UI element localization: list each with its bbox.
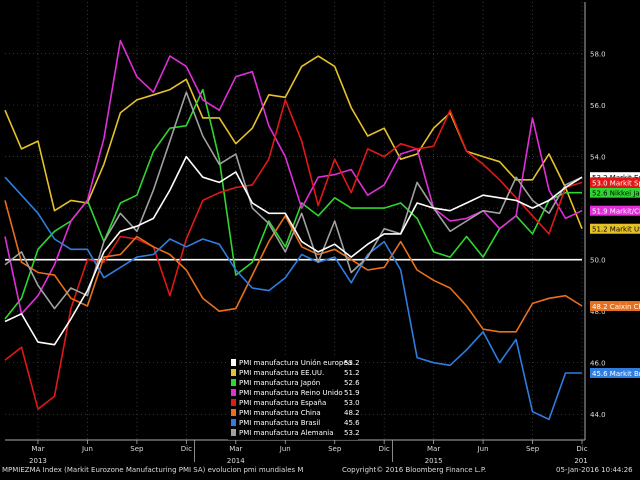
end-tag-badge: [590, 301, 640, 312]
end-tag-badge: [590, 187, 640, 198]
legend-series-value: 51.9: [344, 389, 360, 397]
y-tick-label: 50.0: [590, 257, 606, 265]
x-tick-label: Jun: [81, 445, 93, 453]
x-tick-label: Dic: [576, 445, 587, 453]
y-tick-label: 48.0: [590, 308, 606, 316]
legend-swatch: [231, 359, 236, 366]
legend-background: [228, 356, 358, 440]
legend-series-value: 53.2: [344, 429, 360, 437]
end-tag-badge: [590, 177, 640, 188]
legend-series-value: 53.2: [344, 359, 360, 367]
legend-swatch: [231, 409, 236, 416]
y-tick-label: 54.0: [590, 154, 606, 162]
end-tag-label: 51.2 Markit US: [592, 226, 640, 234]
end-tag-badge: [590, 223, 640, 234]
end-tag-badge: [590, 205, 640, 216]
x-tick-label: Dic: [379, 445, 390, 453]
series-line: [4, 88, 582, 320]
legend-series-name: PMI manufactura Brasil: [239, 419, 320, 427]
x-tick-label: Dic: [181, 445, 192, 453]
series-line: [4, 55, 583, 229]
legend-series-value: 48.2: [344, 409, 360, 417]
y-tick-label: 46.0: [590, 360, 606, 368]
legend-series-value: 45.6: [344, 419, 360, 427]
x-tick-label: Mar: [427, 445, 440, 453]
x-tick-label: Mar: [229, 445, 242, 453]
legend-series-value: 53.0: [344, 399, 360, 407]
legend-series-name: PMI manufactura EE.UU.: [239, 369, 324, 377]
end-tag-label: 53.0 Markit Sp: [592, 179, 640, 187]
x-tick-label: Jun: [477, 445, 489, 453]
end-tag-label: 48.2 Caixin Ch: [592, 303, 640, 311]
legend-series-name: PMI manufactura China: [239, 409, 321, 417]
x-tick-label: Mar: [31, 445, 44, 453]
legend-swatch: [231, 389, 236, 396]
legend-series-value: 51.2: [344, 369, 360, 377]
series-line: [4, 176, 582, 421]
series-line: [4, 91, 583, 310]
x-tick-label: Jun: [279, 445, 291, 453]
end-tag-badge: [590, 368, 640, 379]
footer-timestamp: 05-Jan-2016 10:44:26: [556, 466, 633, 474]
x-year-label: 2015: [425, 457, 443, 465]
series-line: [4, 155, 583, 346]
y-tick-label: 58.0: [590, 51, 606, 59]
legend-series-name: PMI manufactura Unión europea: [239, 359, 352, 367]
x-year-label: 2013: [29, 457, 47, 465]
legend-series-name: PMI manufactura Japón: [239, 379, 320, 387]
legend-series-name: PMI manufactura Alemania: [239, 429, 334, 437]
legend-swatch: [231, 379, 236, 386]
x-year-label: 2014: [227, 457, 245, 465]
x-tick-label: Sep: [130, 445, 144, 453]
axis-layer: 44.046.048.050.052.054.056.058.0MarJunSe…: [5, 2, 606, 465]
legend-series-value: 52.6: [344, 379, 360, 387]
end-tag-badge: [590, 172, 640, 183]
footer-copyright: Copyright© 2016 Bloomberg Finance L.P.: [342, 466, 487, 474]
legend-series-name: PMI manufactura España: [239, 399, 326, 407]
legend-swatch: [231, 419, 236, 426]
end-tag-label: 45.6 Markit Br: [592, 370, 640, 378]
legend-swatch: [231, 429, 236, 436]
series-layer: [4, 39, 583, 421]
x-tick-label: Sep: [526, 445, 540, 453]
legend-series-name: PMI manufactura Reino Unido: [239, 389, 343, 397]
y-tick-label: 56.0: [590, 102, 606, 110]
end-tag-label: 52.6 Nikkei Ja: [592, 190, 640, 198]
series-line: [4, 39, 583, 315]
legend-swatch: [231, 399, 236, 406]
x-year-label: 201: [574, 457, 587, 465]
series-line: [4, 99, 583, 410]
end-tag-label: 51.9 Markit/CI: [592, 208, 640, 216]
legend-swatch: [231, 369, 236, 376]
x-tick-label: Sep: [328, 445, 342, 453]
footer-index-description: MPMIEZMA Index (Markit Eurozone Manufact…: [2, 466, 304, 474]
y-tick-label: 44.0: [590, 411, 606, 419]
